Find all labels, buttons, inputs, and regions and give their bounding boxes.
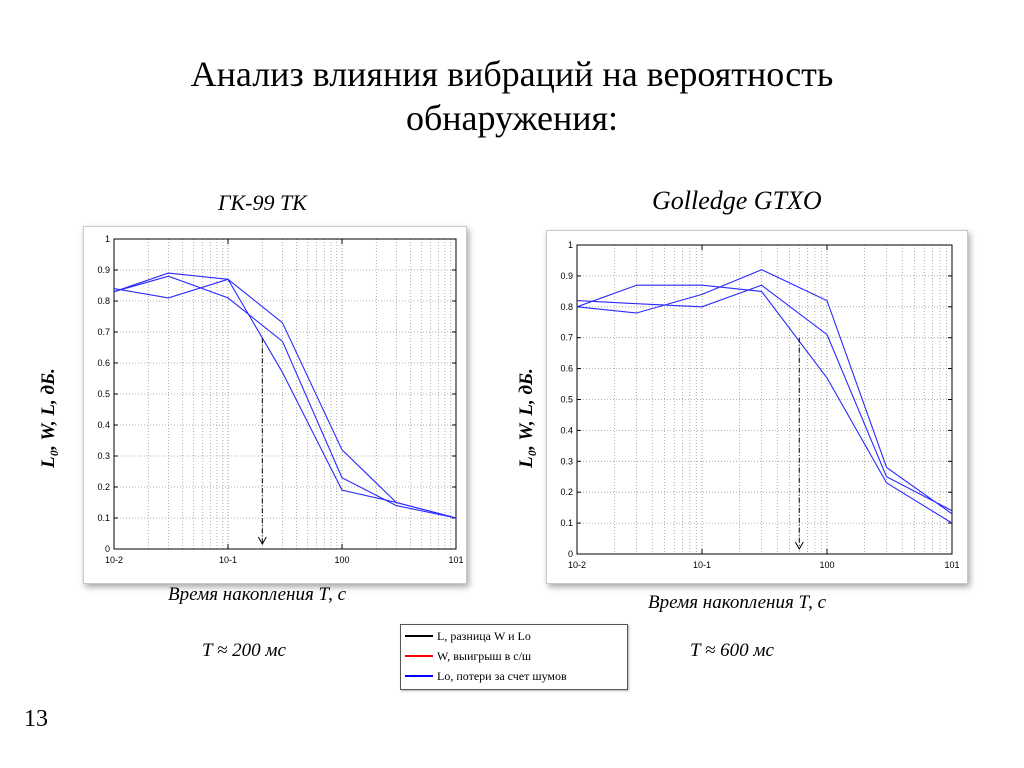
chart1-svg: 0 0.1 0.2 0.3 0.4 0.5 0.6 0.7 0.8 0.9 1 10-2 10-1 100… — [97, 234, 463, 565]
y-tick-label: 0.1 — [560, 518, 573, 528]
legend-label-l: L, разница W и Lo — [437, 628, 531, 643]
y-tick-label: 0.7 — [560, 333, 573, 343]
series-line-2 — [576, 284, 953, 524]
x-tick-label: 10-2 — [568, 560, 586, 570]
y-tick-label: 0.2 — [97, 482, 110, 492]
y-tick-label: 0.2 — [560, 487, 573, 497]
y-tick-label: 0.6 — [560, 364, 573, 374]
legend-label-w: W, выигрыш в с/ш — [437, 648, 532, 663]
chart1-subtitle: ГК-99 ТК — [218, 190, 307, 215]
slide-title: Анализ влияния вибраций на вероятность о… — [0, 52, 1024, 140]
y-tick-label: 0.3 — [97, 451, 110, 461]
chart1-xlabel: Время накопления Т, с — [168, 584, 347, 605]
chart1-t-note: T ≈ 200 мс — [202, 640, 286, 661]
chart2-ylabel: L₀, W, L, дБ. — [516, 368, 537, 468]
y-tick-label: 0.8 — [97, 296, 110, 306]
x-tick-label: 10-1 — [693, 560, 711, 570]
threshold-marker-arrowhead — [794, 541, 804, 551]
chart2-subtitle: Golledge GTXO — [652, 186, 822, 215]
chart2-t-note: T ≈ 600 мс — [690, 640, 774, 661]
chart2-svg: 0 0.1 0.2 0.3 0.4 0.5 0.6 0.7 0.8 0.9 1 10-2 10-1 100… — [560, 240, 959, 570]
legend-swatch-l — [405, 635, 433, 637]
legend-item-w: W, выигрыш в с/ш — [405, 646, 531, 666]
y-tick-label: 0.9 — [560, 271, 573, 281]
y-tick-label: 0.8 — [560, 302, 573, 312]
x-tick-label: 100 — [819, 560, 834, 570]
series-line-3 — [576, 284, 953, 512]
legend-swatch-w — [405, 655, 433, 657]
y-tick-label: 0.6 — [97, 358, 110, 368]
series-line-3 — [113, 275, 457, 519]
y-tick-label: 0.7 — [97, 327, 110, 337]
legend-label-lo: Lo, потери за счет шумов — [437, 668, 567, 683]
x-tick-label: 101 — [448, 555, 463, 565]
y-tick-label: 1 — [105, 234, 110, 244]
legend-swatch-lo — [405, 675, 433, 677]
y-tick-label: 0.1 — [97, 513, 110, 523]
y-tick-label: 0.9 — [97, 265, 110, 275]
series-line-2 — [113, 278, 457, 519]
chart1-ylabel: L₀, W, L, дБ. — [38, 368, 59, 468]
x-tick-label: 101 — [944, 560, 959, 570]
y-tick-label: 0 — [105, 544, 110, 554]
chart2-plot: 0 0.1 0.2 0.3 0.4 0.5 0.6 0.7 0.8 0.9 1 10-2 10-1 100… — [546, 230, 968, 584]
y-tick-label: 0.4 — [560, 425, 573, 435]
grid — [577, 245, 952, 554]
series-line-1 — [576, 269, 953, 515]
y-tick-label: 1 — [568, 240, 573, 250]
chart2-xlabel: Время накопления Т, с — [648, 592, 827, 613]
page-number: 13 — [24, 706, 48, 732]
slide-title-line1: Анализ влияния вибраций на вероятность — [190, 54, 834, 94]
slide-title-line2: обнаружения: — [405, 98, 619, 138]
x-tick-label: 10-1 — [219, 555, 237, 565]
y-tick-label: 0.5 — [97, 389, 110, 399]
x-tick-label: 100 — [334, 555, 349, 565]
legend: L, разница W и Lo W, выигрыш в с/ш Lo, п… — [400, 624, 628, 690]
legend-item-l: L, разница W и Lo — [405, 626, 531, 646]
y-tick-label: 0.3 — [560, 456, 573, 466]
legend-item-lo: Lo, потери за счет шумов — [405, 666, 567, 686]
x-tick-label: 10-2 — [105, 555, 123, 565]
threshold-marker-arrowhead — [257, 536, 267, 546]
series-line-1 — [113, 272, 457, 519]
y-tick-label: 0.4 — [97, 420, 110, 430]
chart1-plot: 0 0.1 0.2 0.3 0.4 0.5 0.6 0.7 0.8 0.9 1 10-2 10-1 100… — [83, 226, 467, 584]
y-tick-label: 0.5 — [560, 395, 573, 405]
grid — [114, 239, 456, 549]
y-tick-label: 0 — [568, 549, 573, 559]
